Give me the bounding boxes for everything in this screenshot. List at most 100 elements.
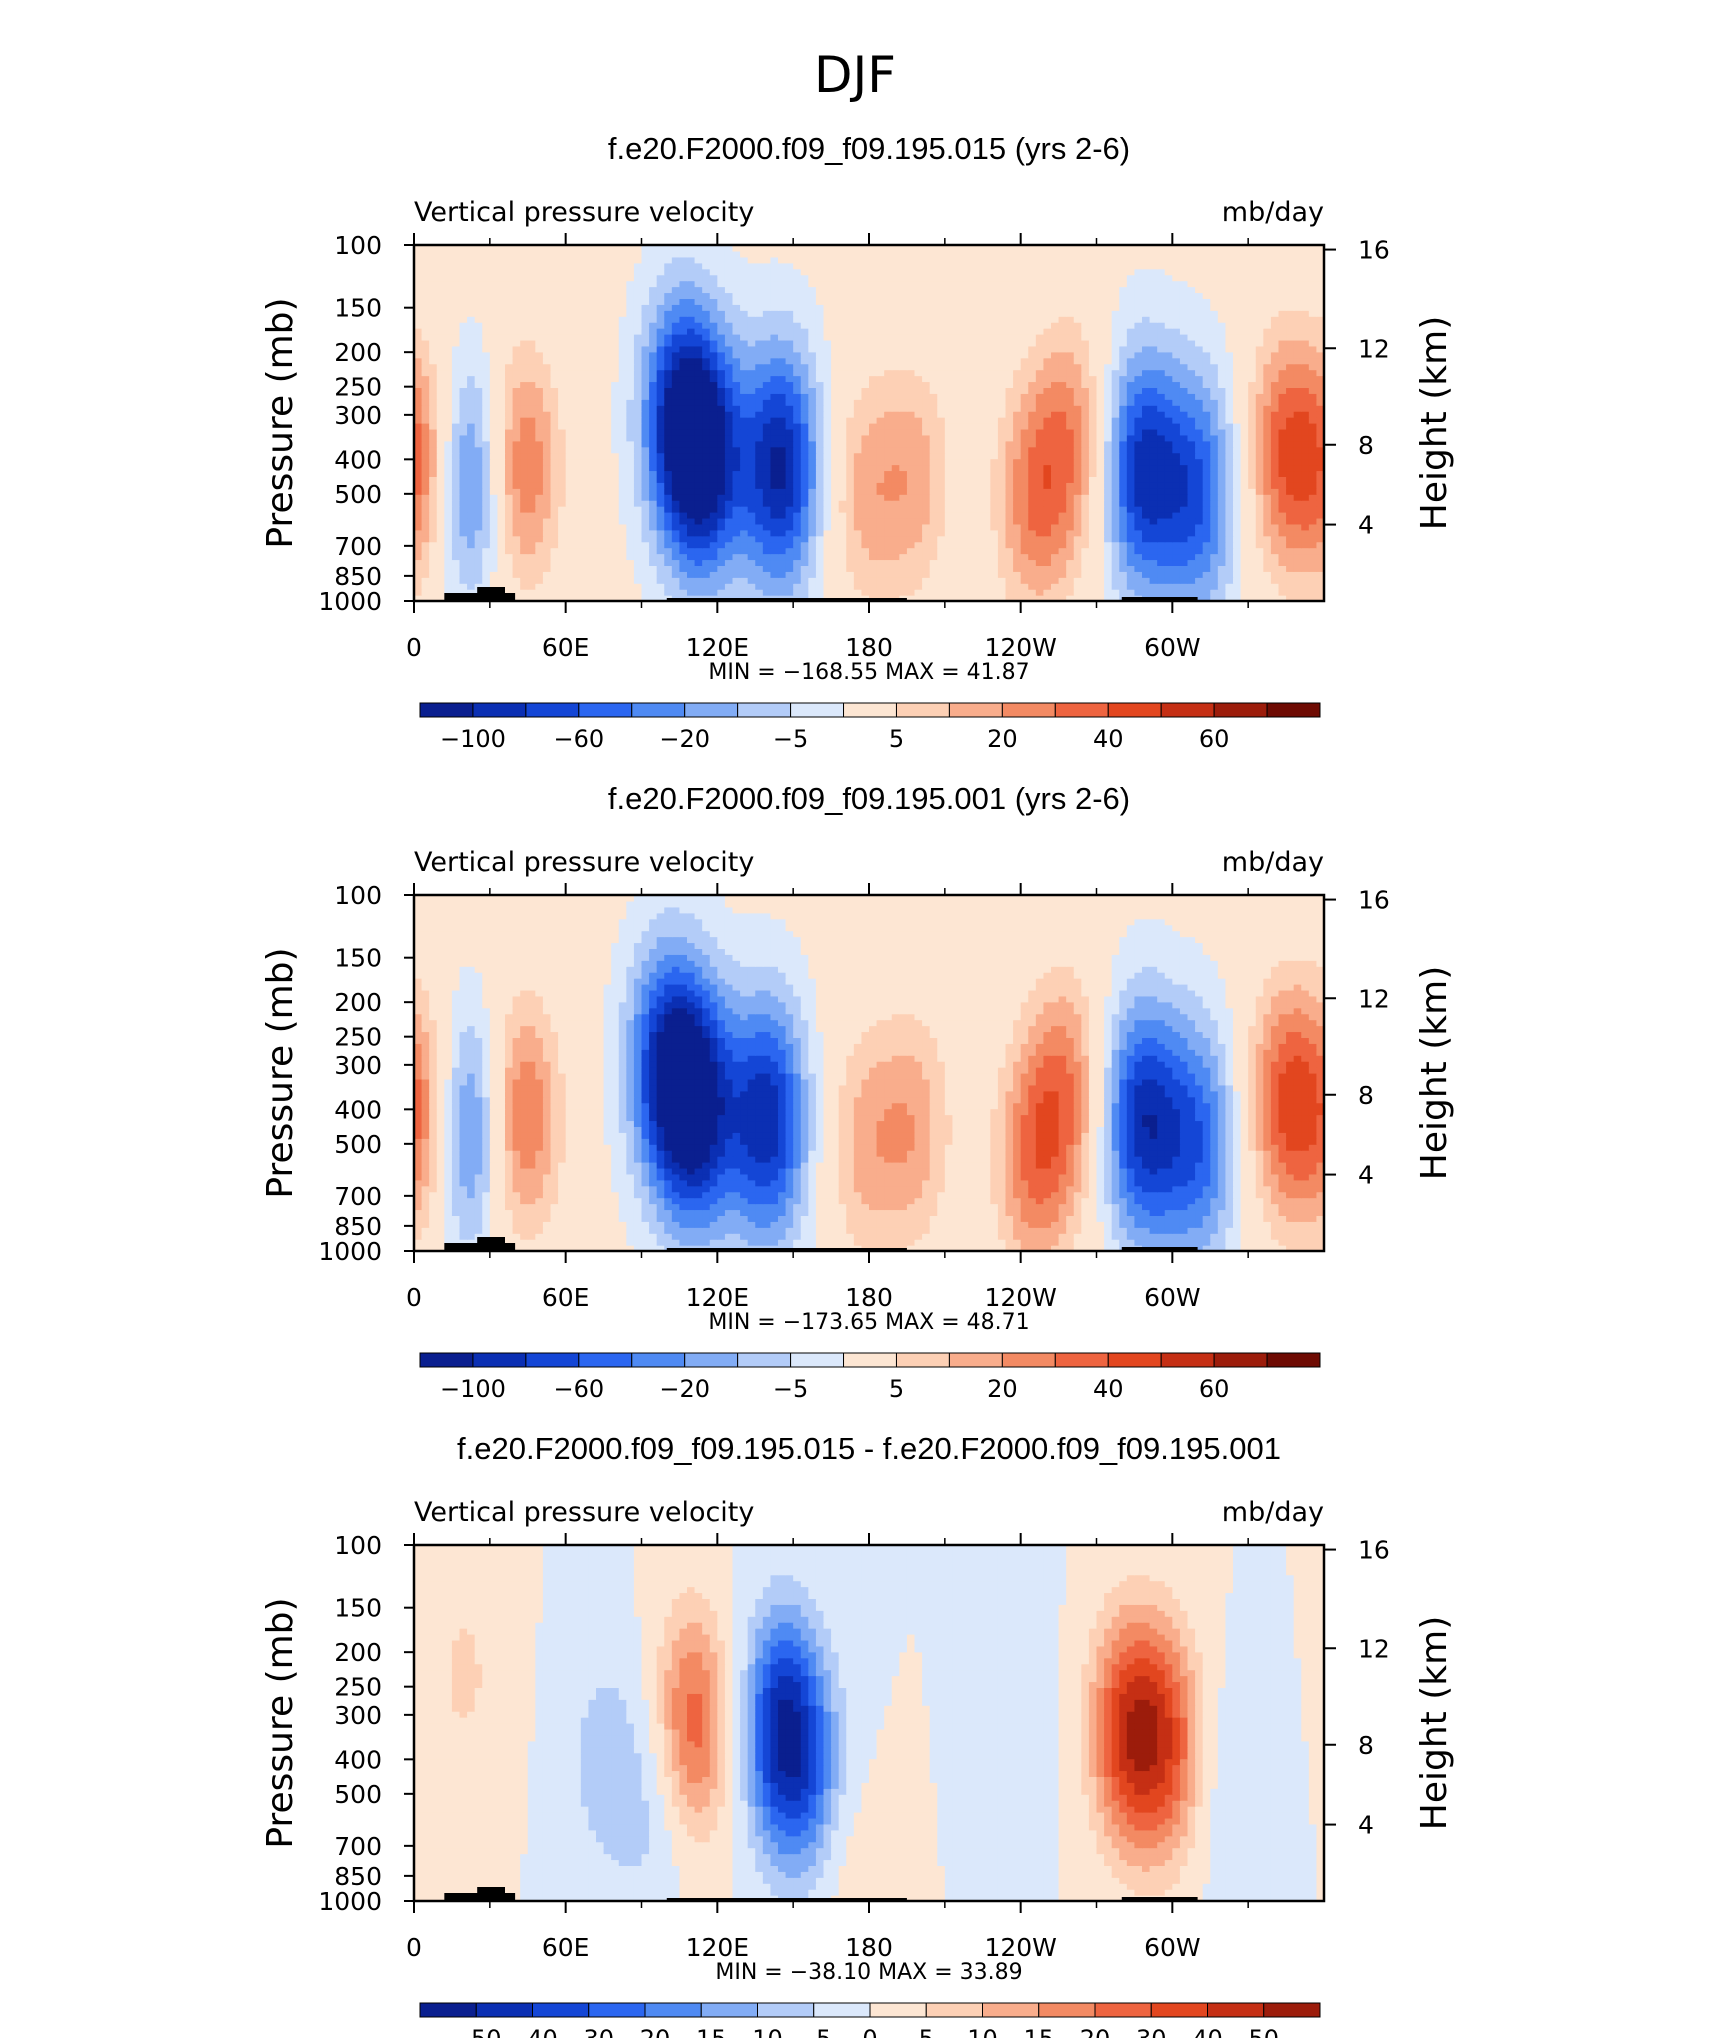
heatmap-cell: [618, 517, 627, 525]
heatmap-cell: [1240, 458, 1249, 466]
heatmap-cell: [444, 535, 453, 543]
heatmap-cell: [671, 363, 681, 371]
heatmap-cell: [580, 595, 590, 602]
heatmap-cell: [717, 446, 726, 454]
heatmap-cell: [421, 369, 430, 377]
heatmap-cell: [997, 571, 1007, 578]
heatmap-cell: [793, 446, 802, 454]
heatmap-cell: [1263, 428, 1272, 436]
heatmap-cell: [990, 565, 999, 572]
heatmap-cell: [512, 387, 521, 394]
heatmap-cell: [1051, 595, 1060, 602]
heatmap-cell: [876, 423, 885, 430]
heatmap-cell: [641, 375, 650, 383]
heatmap-cell: [542, 357, 552, 365]
heatmap-cell: [1240, 464, 1249, 472]
heatmap-cell: [815, 375, 825, 383]
heatmap-cell: [1157, 529, 1166, 537]
heatmap-cell: [1172, 411, 1181, 418]
heatmap-cell: [808, 369, 817, 377]
heatmap-cell: [929, 541, 938, 549]
heatmap-cell: [1202, 464, 1211, 472]
heatmap-cell: [960, 488, 969, 495]
heatmap-cell: [709, 417, 718, 424]
heatmap-cell: [755, 583, 764, 590]
heatmap-cell: [1142, 375, 1151, 383]
heatmap-cell: [1187, 405, 1196, 412]
heatmap-cell: [588, 583, 597, 590]
heatmap-cell: [967, 512, 976, 519]
heatmap-cell: [1005, 399, 1014, 406]
heatmap-cell: [1119, 565, 1128, 572]
heatmap-cell: [1210, 464, 1219, 472]
heatmap-cell: [762, 571, 772, 578]
heatmap-cell: [891, 446, 900, 454]
heatmap-cell: [1081, 464, 1090, 472]
heatmap-cell: [740, 482, 749, 489]
heatmap-cell: [505, 553, 514, 561]
heatmap-cell: [1240, 583, 1249, 590]
heatmap-cell: [451, 547, 461, 555]
heatmap-cell: [421, 565, 430, 572]
heatmap-cell: [1316, 506, 1325, 513]
heatmap-cell: [997, 393, 1007, 400]
heatmap-cell: [474, 512, 483, 519]
heatmap-cell: [1293, 399, 1302, 406]
heatmap-cell: [929, 488, 938, 495]
heatmap-cell: [831, 559, 840, 566]
heatmap-cell: [542, 411, 552, 418]
heatmap-cell: [565, 482, 574, 489]
heatmap-cell: [724, 565, 734, 572]
heatmap-cell: [1073, 565, 1082, 572]
heatmap-cell: [656, 411, 665, 418]
heatmap-cell: [1263, 565, 1272, 572]
heatmap-cell: [641, 559, 650, 566]
heatmap-cell: [740, 488, 749, 495]
heatmap-cell: [497, 523, 506, 531]
heatmap-cell: [558, 464, 567, 472]
heatmap-cell: [542, 547, 552, 555]
heatmap-cell: [1020, 494, 1029, 501]
heatmap-cell: [1111, 434, 1120, 442]
heatmap-cell: [512, 417, 521, 424]
heatmap-cell: [1248, 482, 1257, 489]
heatmap-cell: [1286, 595, 1295, 602]
heatmap-cell: [755, 482, 764, 489]
heatmap-cell: [1088, 434, 1098, 442]
heatmap-cell: [869, 470, 878, 477]
heatmap-cell: [649, 387, 658, 394]
heatmap-cell: [869, 387, 878, 394]
heatmap-cell: [596, 369, 605, 377]
heatmap-cell: [414, 494, 423, 501]
heatmap-cell: [884, 434, 893, 442]
heatmap-cell: [1248, 583, 1257, 590]
heatmap-cell: [891, 571, 900, 578]
heatmap-cell: [884, 565, 893, 572]
heatmap-cell: [1142, 547, 1151, 555]
heatmap-cell: [1073, 583, 1082, 590]
heatmap-cell: [467, 553, 476, 561]
heatmap-cell: [1005, 452, 1014, 460]
heatmap-cell: [922, 553, 931, 561]
heatmap-cell: [990, 363, 999, 371]
heatmap-cell: [1043, 577, 1052, 584]
heatmap-cell: [702, 517, 711, 525]
heatmap-cell: [489, 464, 499, 472]
heatmap-cell: [1263, 529, 1272, 537]
heatmap-cell: [429, 488, 438, 495]
heatmap-cell: [922, 529, 931, 537]
heatmap-cell: [778, 571, 787, 578]
heatmap-cell: [740, 517, 749, 525]
heatmap-cell: [899, 500, 908, 507]
heatmap-cell: [1051, 399, 1060, 406]
heatmap-cell: [1301, 375, 1310, 383]
heatmap-cell: [747, 494, 756, 501]
heatmap-cell: [1119, 517, 1128, 525]
heatmap-cell: [618, 423, 627, 430]
heatmap-cell: [1081, 405, 1090, 412]
heatmap-cell: [649, 440, 658, 448]
heatmap-cell: [800, 529, 809, 537]
heatmap-cell: [952, 559, 961, 566]
heatmap-cell: [626, 476, 635, 483]
heatmap-cell: [1187, 523, 1196, 531]
